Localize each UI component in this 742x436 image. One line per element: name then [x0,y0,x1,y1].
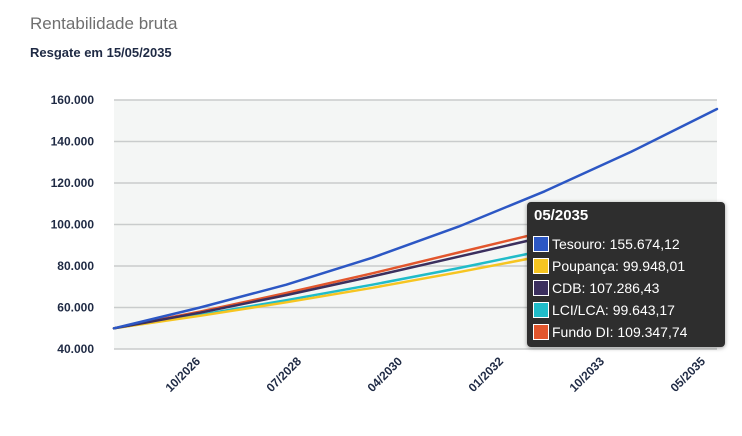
x-tick-label: 10/2026 [163,354,204,395]
y-tick-label: 120.000 [51,176,95,190]
x-tick-label: 01/2032 [466,354,507,395]
tooltip-row-cdb: CDB: 107.286,43 [533,278,659,298]
tooltip-row-tesouro: Tesouro: 155.674,12 [533,234,680,254]
series-line-tesouro [112,107,719,330]
tooltip-row-poupanca: Poupança: 99.948,01 [533,256,685,276]
y-tick-label: 140.000 [51,135,95,149]
x-tick-label: 07/2028 [264,354,305,395]
x-axis: 10/2026 07/2028 04/2030 01/2032 10/2033 05/20… [163,354,709,395]
tooltip-row-fundo-di: Fundo DI: 109.347,74 [533,322,687,342]
lci-lca-swatch [533,302,549,318]
y-tick-label: 80.000 [57,259,94,273]
tooltip-row-label: Fundo DI: 109.347,74 [552,324,688,340]
tooltip-row-lci-lca: LCI/LCA: 99.643,17 [533,300,675,320]
tooltip-row-label: CDB: 107.286,43 [552,280,660,296]
x-tick-label: 05/2035 [668,354,709,395]
fundo-di-swatch [533,324,549,340]
chart-subtitle: Resgate em 15/05/2035 [30,45,172,60]
chart-tooltip: 05/2035 Tesouro: 155.674,12 Poupança: 99… [527,202,725,347]
x-tick-label: 04/2030 [365,354,406,395]
tesouro-swatch [533,236,549,252]
y-tick-label: 160.000 [51,93,95,107]
y-tick-label: 60.000 [57,301,94,315]
x-tick-label: 10/2033 [567,354,608,395]
y-tick-label: 40.000 [57,342,94,356]
tooltip-date: 05/2035 [534,207,589,224]
y-axis: 40.000 60.000 80.000 100.000 120.000 140.000 1… [51,93,95,356]
tooltip-row-label: LCI/LCA: 99.643,17 [552,302,675,318]
poupanca-swatch [533,258,549,274]
tooltip-row-label: Poupança: 99.948,01 [552,258,686,274]
tooltip-row-label: Tesouro: 155.674,12 [552,236,680,252]
chart-title: Rentabilidade bruta [30,14,178,33]
y-tick-label: 100.000 [51,218,95,232]
cdb-swatch [533,280,549,296]
